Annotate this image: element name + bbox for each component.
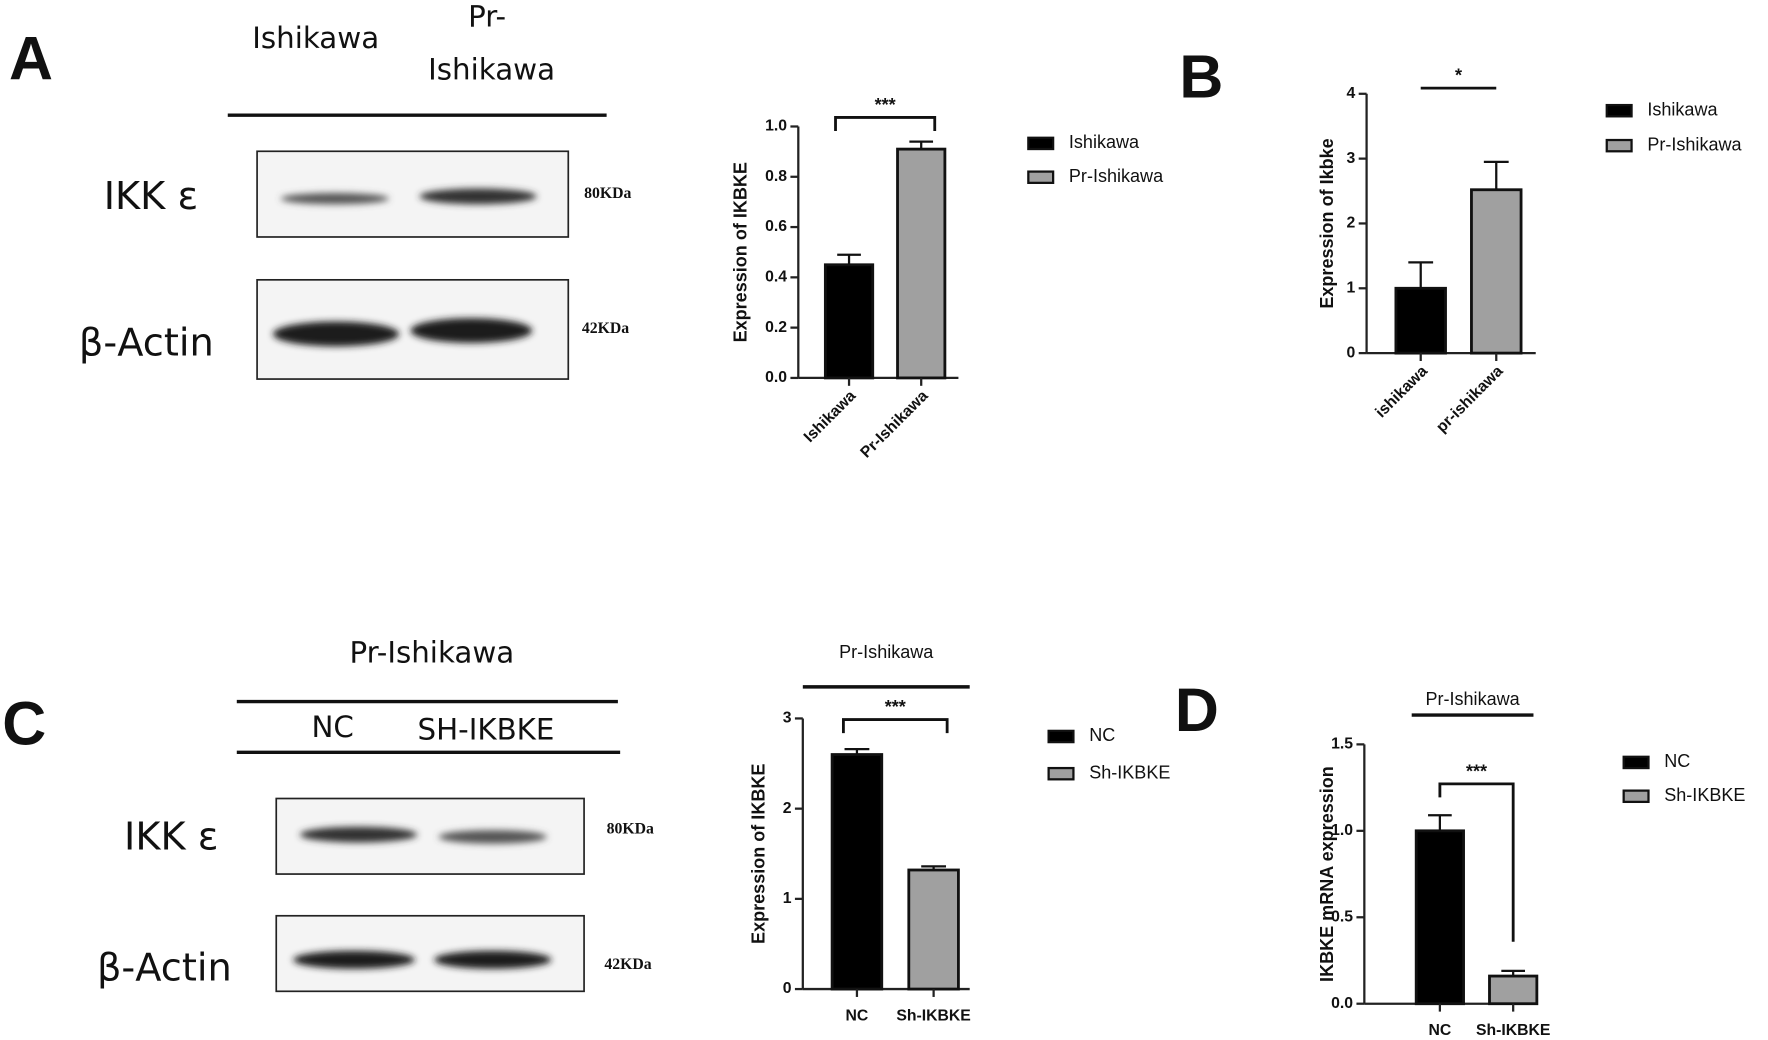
x-tick-label: Pr-Ishikawa [858, 387, 932, 461]
significance-label: * [1455, 66, 1462, 86]
y-tick-label: 0 [783, 980, 792, 997]
y-tick-label: 0.8 [765, 168, 787, 185]
row-label: IKK ε [104, 174, 198, 219]
y-tick-label: 0 [1347, 344, 1356, 361]
bar [907, 868, 960, 991]
y-tick-label: 2 [1347, 215, 1356, 232]
legend-label: Pr-Ishikawa [1069, 166, 1164, 186]
y-tick-label: 3 [1347, 150, 1356, 167]
y-tick-label: 0.5 [1331, 908, 1353, 925]
size-label: 80KDa [607, 821, 654, 838]
legend-label: NC [1664, 751, 1690, 771]
legend-label: Sh-IKBKE [1664, 785, 1745, 805]
y-axis-label: Expression of Ikbke [1317, 138, 1337, 308]
bar [1394, 286, 1447, 355]
legend-swatch [1622, 755, 1650, 770]
legend-swatch [1027, 170, 1055, 184]
size-label: 42KDa [582, 320, 629, 337]
y-tick-label: 1.0 [765, 118, 787, 135]
lane-label: NC [311, 710, 353, 744]
lane-label: Pr- [468, 0, 506, 34]
row-label: β-Actin [97, 945, 232, 990]
bar [823, 263, 875, 380]
size-label: 80KDa [584, 185, 631, 202]
lane-label: Ishikawa [252, 21, 379, 55]
significance-bracket [841, 718, 949, 734]
panel-letter: C [2, 690, 46, 758]
legend-swatch [1047, 766, 1075, 781]
x-tick-label: ishikawa [1373, 363, 1432, 422]
band [410, 318, 533, 343]
y-tick-label: 1.5 [1331, 736, 1353, 753]
legend-label: Sh-IKBKE [1089, 762, 1170, 782]
x-tick-label: NC [846, 1007, 869, 1024]
y-tick-label: 1 [783, 890, 792, 907]
y-axis-label: IKBKE mRNA expression [1317, 766, 1337, 982]
x-tick-label: Ishikawa [801, 387, 860, 446]
y-tick-label: 3 [783, 710, 792, 727]
lane-label: SH-IKBKE [418, 712, 555, 746]
legend-label: Ishikawa [1069, 132, 1140, 152]
band [280, 193, 390, 205]
legend-swatch [1622, 789, 1650, 804]
bar [896, 147, 947, 380]
significance-label: *** [1466, 761, 1487, 781]
significance-bracket [834, 116, 937, 131]
band [272, 321, 400, 347]
legend-swatch [1047, 729, 1075, 744]
bar [1488, 974, 1539, 1006]
size-label: 42KDa [604, 956, 651, 973]
band [419, 188, 537, 205]
chart-title: Pr-Ishikawa [839, 642, 934, 662]
x-tick-label: Sh-IKBKE [896, 1007, 970, 1024]
legend-label: Pr-Ishikawa [1647, 134, 1742, 154]
x-tick-label: NC [1428, 1022, 1451, 1039]
x-tick-label: pr-ishikawa [1433, 363, 1507, 437]
y-tick-label: 0.4 [765, 269, 787, 286]
y-tick-label: 0.0 [765, 369, 787, 386]
row-label: IKK ε [124, 815, 218, 860]
panel-letter: A [9, 24, 53, 92]
blot-header: Pr-Ishikawa [349, 636, 514, 670]
band [293, 950, 415, 969]
legend-swatch [1605, 103, 1633, 118]
y-tick-label: 0.6 [765, 218, 787, 235]
y-axis-label: Expression of IKBKE [731, 162, 751, 342]
x-tick-label: Sh-IKBKE [1476, 1022, 1550, 1039]
y-axis-label: Expression of IKBKE [749, 764, 769, 944]
bar [830, 753, 884, 991]
y-tick-label: 4 [1347, 85, 1356, 102]
y-tick-label: 0.2 [765, 319, 787, 336]
lane-label: Ishikawa [428, 53, 555, 87]
legend-swatch [1605, 138, 1633, 153]
chart-title: Pr-Ishikawa [1425, 689, 1520, 709]
row-label: β-Actin [79, 321, 214, 366]
legend-label: NC [1089, 725, 1115, 745]
bar [1470, 188, 1523, 355]
band [434, 950, 552, 969]
significance-label: *** [875, 95, 896, 115]
y-tick-label: 1.0 [1331, 822, 1353, 839]
band [299, 826, 418, 843]
significance-label: *** [885, 697, 906, 717]
legend-label: Ishikawa [1647, 99, 1718, 119]
bar [1414, 829, 1465, 1006]
y-tick-label: 1 [1347, 279, 1356, 296]
y-tick-label: 0.0 [1331, 995, 1353, 1012]
legend-swatch [1027, 136, 1055, 151]
band [438, 830, 547, 844]
y-tick-label: 2 [783, 800, 792, 817]
panel-letter: D [1175, 676, 1219, 744]
significance-bracket [1438, 782, 1515, 942]
panel-letter: B [1179, 42, 1223, 110]
